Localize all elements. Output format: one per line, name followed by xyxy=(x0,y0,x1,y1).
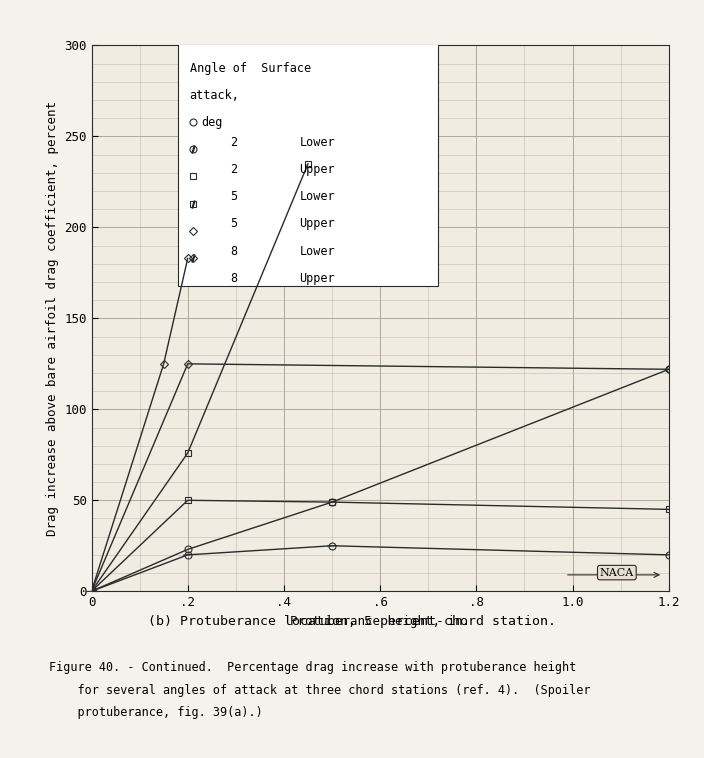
Text: 8: 8 xyxy=(230,245,237,258)
Text: Angle of  Surface: Angle of Surface xyxy=(189,51,310,64)
Text: NACA: NACA xyxy=(600,568,634,578)
Text: 2: 2 xyxy=(230,136,237,149)
Text: 8: 8 xyxy=(230,245,237,258)
Text: 8: 8 xyxy=(230,272,237,285)
Text: Upper: Upper xyxy=(299,272,335,285)
Text: Lower: Lower xyxy=(299,190,335,203)
Text: 5: 5 xyxy=(230,190,237,203)
Text: 5: 5 xyxy=(230,190,237,203)
Text: attack,: attack, xyxy=(189,89,239,102)
Text: 2: 2 xyxy=(230,163,237,176)
Text: Upper: Upper xyxy=(299,163,335,176)
Text: attack,: attack, xyxy=(189,81,239,94)
Text: Lower: Lower xyxy=(299,136,335,149)
Text: (b) Protuberance location, 5-percent-chord station.: (b) Protuberance location, 5-percent-cho… xyxy=(148,615,556,628)
Text: Angle of  Surface: Angle of Surface xyxy=(189,62,310,75)
Text: Lower: Lower xyxy=(299,190,335,203)
Text: 8: 8 xyxy=(230,272,237,285)
X-axis label: Protuberance height, in.: Protuberance height, in. xyxy=(290,615,470,628)
Text: Lower: Lower xyxy=(299,136,335,149)
Text: Upper: Upper xyxy=(299,218,335,230)
Text: deg: deg xyxy=(201,117,222,130)
Text: Lower: Lower xyxy=(299,245,335,258)
Text: Upper: Upper xyxy=(299,163,335,176)
Text: 5: 5 xyxy=(230,218,237,230)
Text: 2: 2 xyxy=(230,136,237,149)
Text: Figure 40. - Continued.  Percentage drag increase with protuberance height: Figure 40. - Continued. Percentage drag … xyxy=(49,661,577,674)
Text: Upper: Upper xyxy=(299,218,335,230)
Text: 2: 2 xyxy=(230,163,237,176)
Text: 5: 5 xyxy=(230,218,237,230)
Text: Upper: Upper xyxy=(299,272,335,285)
Text: deg: deg xyxy=(201,108,222,121)
Text: Lower: Lower xyxy=(299,245,335,258)
Text: protuberance, fig. 39(a).): protuberance, fig. 39(a).) xyxy=(49,706,263,719)
Text: for several angles of attack at three chord stations (ref. 4).  (Spoiler: for several angles of attack at three ch… xyxy=(49,684,591,697)
Y-axis label: Drag increase above bare airfoil drag coefficient, percent: Drag increase above bare airfoil drag co… xyxy=(46,101,58,536)
FancyBboxPatch shape xyxy=(178,40,438,286)
